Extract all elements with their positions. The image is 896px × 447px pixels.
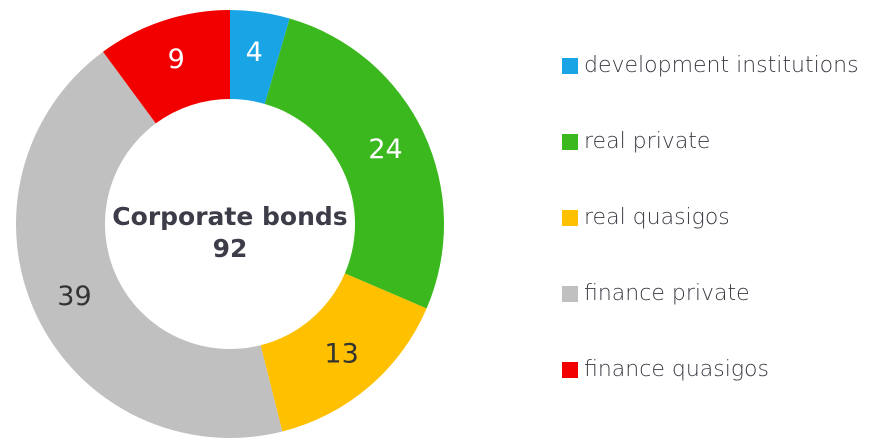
donut: 4 24 13 39 9 bbox=[16, 10, 444, 438]
legend-label: real private bbox=[584, 129, 710, 154]
slice bbox=[264, 18, 444, 309]
slice bbox=[260, 273, 427, 432]
legend-swatch bbox=[562, 58, 578, 74]
slice-label: 9 bbox=[168, 44, 185, 75]
legend-label: development institutions bbox=[584, 53, 859, 78]
slice bbox=[230, 10, 290, 104]
center-title: Corporate bonds bbox=[112, 202, 347, 231]
slice-label: 13 bbox=[324, 338, 358, 369]
slice-label: 39 bbox=[57, 281, 91, 312]
legend-label: finance private bbox=[584, 281, 750, 306]
legend-label: real quasigos bbox=[584, 205, 730, 230]
legend-swatch bbox=[562, 362, 578, 378]
legend-label: finance quasigos bbox=[584, 357, 769, 382]
center-value: 92 bbox=[213, 234, 248, 263]
slice-label: 24 bbox=[368, 134, 402, 165]
slice-label: 4 bbox=[246, 37, 263, 68]
legend-swatch bbox=[562, 210, 578, 226]
legend: development institutions real private real… bbox=[562, 53, 859, 382]
legend-swatch bbox=[562, 286, 578, 302]
slice bbox=[102, 10, 230, 124]
slice bbox=[16, 51, 283, 438]
legend-swatch bbox=[562, 134, 578, 150]
